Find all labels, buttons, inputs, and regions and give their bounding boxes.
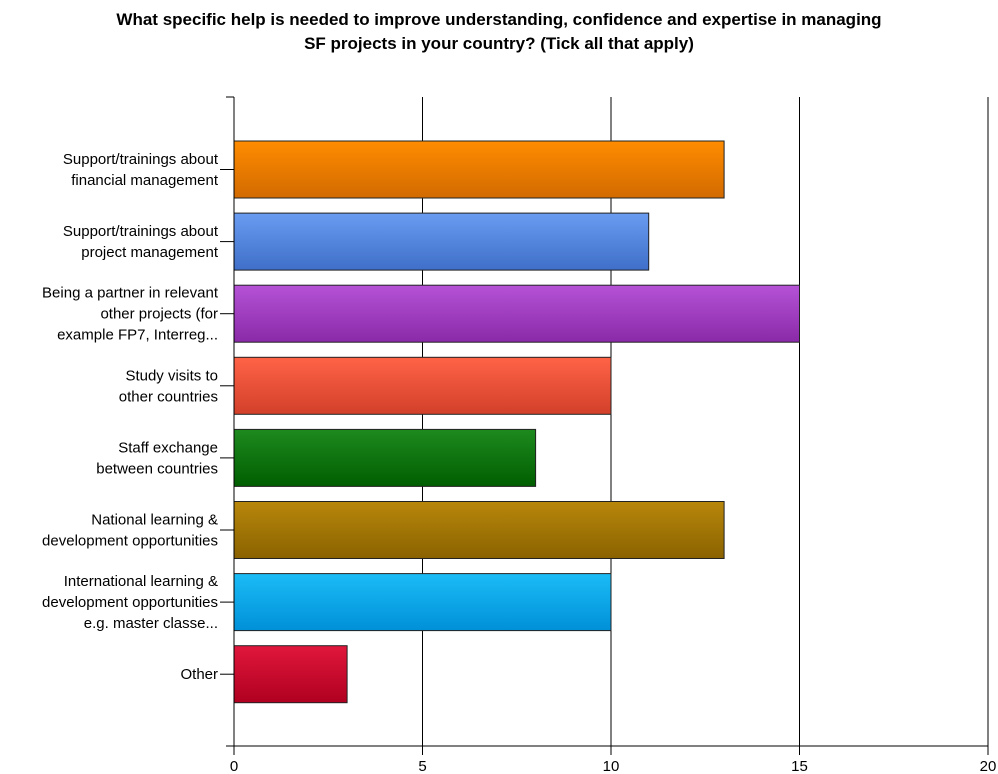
category-label-1-line-2: financial management — [71, 172, 219, 189]
category-label-3-line-1: Being a partner in relevant — [42, 285, 219, 302]
chart-title-line-2: SF projects in your country? (Tick all t… — [304, 34, 694, 53]
category-label-7: International learning & development oppo… — [42, 573, 218, 632]
grid-lines — [422, 97, 989, 746]
category-label-2-line-2: project management — [81, 244, 219, 261]
bar-3 — [233, 284, 800, 343]
category-label-3-line-3: example FP7, Interreg... — [57, 327, 218, 344]
category-labels: Support/trainings about financial managem… — [42, 151, 219, 683]
category-label-5-line-1: Staff exchange — [118, 439, 218, 456]
x-tick-label-15: 15 — [791, 758, 808, 774]
category-label-2-line-1: Support/trainings about — [63, 223, 219, 240]
x-tick-label-5: 5 — [418, 758, 426, 774]
bar-7 — [233, 573, 612, 632]
category-label-3: Being a partner in relevant other project… — [42, 285, 219, 344]
bar-4 — [233, 356, 612, 415]
category-label-4-line-1: Study visits to — [125, 367, 218, 384]
category-label-5-line-2: between countries — [96, 460, 218, 477]
category-label-5: Staff exchange between countries — [96, 439, 218, 477]
category-label-6-line-2: development opportunities — [42, 533, 218, 550]
bars — [233, 140, 800, 704]
category-label-4-line-2: other countries — [119, 388, 218, 405]
category-label-7-line-3: e.g. master classe... — [84, 615, 218, 632]
chart-title: What specific help is needed to improve … — [0, 8, 998, 56]
tick-labels: 0 5 10 15 20 — [230, 758, 997, 774]
category-label-8-line-1: Other — [180, 666, 218, 683]
axes — [220, 96, 989, 755]
bar-2 — [233, 212, 650, 271]
category-label-1: Support/trainings about financial managem… — [63, 151, 219, 189]
category-label-6: National learning & development opportuni… — [42, 512, 218, 550]
category-label-6-line-1: National learning & — [91, 512, 218, 529]
bar-8 — [233, 645, 348, 704]
bar-1 — [233, 140, 725, 199]
x-tick-label-10: 10 — [603, 758, 620, 774]
chart-title-line-1: What specific help is needed to improve … — [116, 10, 882, 29]
category-label-2: Support/trainings about project managemen… — [63, 223, 219, 261]
category-label-4: Study visits to other countries — [119, 367, 218, 405]
bar-6 — [233, 501, 725, 559]
bar-5 — [233, 428, 537, 487]
x-tick-label-20: 20 — [980, 758, 997, 774]
category-label-8: Other — [180, 666, 218, 683]
category-label-3-line-2: other projects (for — [100, 306, 218, 323]
category-label-7-line-2: development opportunities — [42, 594, 218, 611]
x-tick-label-0: 0 — [230, 758, 238, 774]
category-label-7-line-1: International learning & — [64, 573, 218, 590]
category-label-1-line-1: Support/trainings about — [63, 151, 219, 168]
